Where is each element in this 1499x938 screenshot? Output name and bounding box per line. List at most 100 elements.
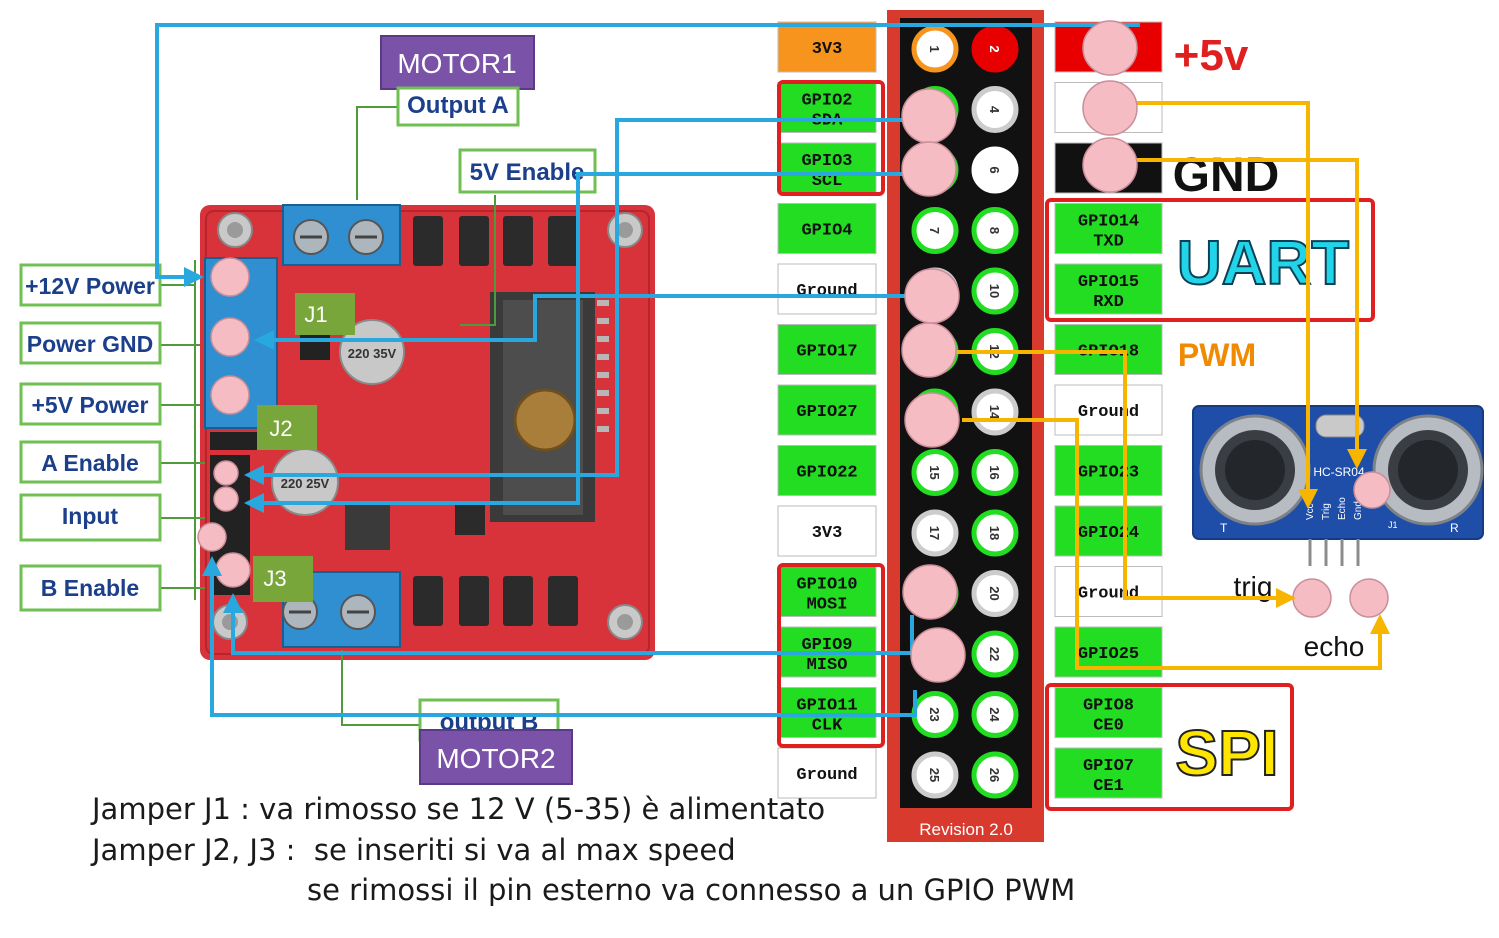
header-revision: Revision 2.0	[919, 820, 1013, 839]
note-j1: Jamper J1 : va rimosso se 12 V (5-35) è …	[92, 792, 826, 826]
left-pin-label-text: GPIO2	[801, 92, 852, 111]
right-pin-label-text: RXD	[1093, 293, 1124, 312]
header-pin-17	[911, 509, 959, 557]
right-pin-label-box	[1054, 747, 1163, 799]
crystal	[1315, 414, 1365, 438]
left-pin-labels: 3V3GPIO2SDAGPIO3SCLGPIO4GroundGPIO17GPIO…	[777, 21, 877, 799]
j3-label: J3	[263, 566, 286, 591]
power-5v-box	[19, 382, 162, 426]
motor2-box	[419, 729, 573, 785]
spi-right-outline	[1045, 683, 1294, 811]
svg-text:Echo: Echo	[1337, 497, 1348, 520]
left-pin-label-text: GPIO10	[796, 576, 857, 595]
wire-gpio11-to-a-enable	[202, 556, 917, 717]
j3-box	[253, 556, 313, 602]
header-pin-15	[911, 449, 959, 496]
left-pin-label-text: SCL	[812, 172, 843, 191]
wire-gpio10-to-b-enable	[223, 593, 914, 655]
left-pin-label-text: GPIO27	[796, 403, 857, 422]
header-pin-16	[971, 449, 1019, 496]
input-box	[19, 493, 162, 542]
right-pin-label-box	[1054, 505, 1163, 557]
i2c-outline	[777, 80, 885, 196]
left-pin-label-box	[777, 505, 877, 557]
right-pin-label-box	[1054, 324, 1163, 375]
capacitor-top: 220 35V	[339, 319, 405, 385]
left-pin-label-text: GPIO11	[796, 697, 857, 716]
note-pwm: se rimossi il pin esterno va connesso a …	[307, 873, 1076, 907]
power-12v-label: +12V Power	[25, 273, 155, 299]
left-pin-label-box	[777, 445, 877, 496]
header-pin-number: 15	[927, 465, 942, 479]
note-j2-j3: Jamper J2, J3 : se inseriti si va al max…	[92, 833, 736, 867]
terminal-output-b	[282, 571, 401, 648]
svg-text:220 25V: 220 25V	[281, 476, 330, 491]
gnd-label: GND	[1173, 149, 1280, 202]
left-pin-label-text: GPIO9	[801, 636, 852, 655]
power-gnd-label: Power GND	[27, 331, 154, 357]
power-12v-box	[19, 263, 162, 307]
pin-marker-power-gnd	[210, 317, 250, 357]
pin-marker-b-enable	[215, 552, 251, 588]
header-pin-number: 16	[987, 465, 1002, 479]
header-pin-number: 24	[987, 707, 1002, 722]
l298n-chip	[490, 292, 609, 522]
header-pin-10	[971, 267, 1019, 315]
header-pin-number: 22	[987, 647, 1002, 661]
header-pin-6	[971, 146, 1019, 194]
power-gnd-box	[19, 321, 162, 365]
spi-left-outline	[777, 563, 885, 748]
header-pin-20	[971, 570, 1019, 617]
right-pin-label-text: GPIO7	[1083, 757, 1134, 776]
left-pin-label-text: 3V3	[812, 40, 843, 59]
header-pin-8	[971, 207, 1019, 254]
wire-gpio3-to-in2	[244, 172, 910, 513]
diodes-bottom	[413, 576, 578, 626]
label-boxes: MOTOR1 Output A 5V Enable +12V Power Pow…	[19, 35, 597, 785]
orange-wires	[955, 101, 1390, 670]
header-pin-24	[971, 691, 1019, 738]
wire-gnd-to-sensor-gnd	[1118, 158, 1367, 469]
right-pin-label-text: TXD	[1093, 233, 1124, 252]
right-pin-label-text: GPIO24	[1078, 524, 1139, 543]
right-pin-label-text: GPIO14	[1078, 213, 1139, 232]
left-pin-label-text: Ground	[796, 766, 857, 785]
left-pin-label-box	[777, 21, 877, 73]
sensor-t-label: T	[1220, 521, 1228, 535]
terminal-output-a	[282, 204, 401, 266]
plus5v-label: +5v	[1174, 31, 1249, 80]
right-pin-label-box	[1054, 263, 1163, 315]
left-pin-label-text: CLK	[812, 717, 843, 736]
pin-marker-a-enable	[197, 522, 227, 552]
header-pin-1	[911, 25, 959, 73]
header-pin-number: 26	[987, 768, 1002, 782]
wire-ground-to-power-gnd	[254, 294, 910, 350]
sensor-r-label: R	[1450, 521, 1459, 535]
pin-marker-in1	[213, 460, 239, 486]
output-a-label: Output A	[407, 92, 509, 119]
left-pin-label-box	[777, 566, 877, 617]
pin-marker-5v-power	[210, 375, 250, 415]
spi-label: SPI	[1175, 717, 1278, 789]
left-pin-label-text: GPIO4	[801, 222, 852, 241]
diodes-top	[413, 216, 578, 266]
sensor-pin-names: Vcc Trig Echo Gnd	[1305, 497, 1364, 520]
left-pin-label-box	[777, 747, 877, 799]
header-pin-number: 8	[987, 227, 1002, 234]
header-pin-22	[971, 630, 1019, 678]
left-pin-label-text: 3V3	[812, 524, 843, 543]
svg-text:Trig: Trig	[1321, 503, 1332, 520]
output-a-box	[396, 86, 520, 127]
a-enable-box	[19, 440, 162, 484]
j2-label: J2	[269, 416, 292, 441]
header-pin-number: 14	[987, 405, 1002, 420]
header-pin-4	[971, 86, 1019, 133]
regulator	[345, 505, 390, 550]
right-pin-label-text: Ground	[1078, 585, 1139, 604]
right-pin-label-box	[1054, 203, 1163, 254]
header-pin-number: 25	[927, 768, 942, 782]
motor1-label: MOTOR1	[397, 48, 516, 79]
header-pin-number: 20	[987, 586, 1002, 600]
